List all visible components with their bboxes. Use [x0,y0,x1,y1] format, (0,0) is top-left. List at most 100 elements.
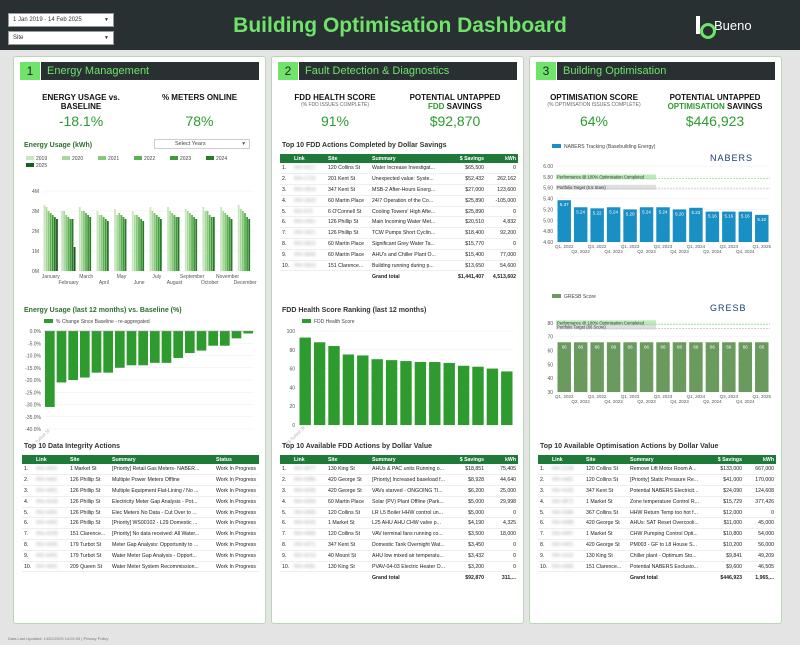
column-header[interactable]: Summary [370,154,448,163]
table-row[interactable]: 2. INV-1722 201 Kent St Unexpected value: S… [280,173,518,186]
table-row[interactable]: 6. INV-4388 420 George St AHUs: SAT Reset O… [538,517,776,530]
column-header[interactable]: Status [214,455,259,464]
table-row[interactable]: 5. INV-4491 126 Phillip St Elec Meters No D… [22,507,259,519]
row-link[interactable]: INV-2461 [292,216,326,229]
table-row[interactable]: 9. INV-3846 60 Martin Place AHU's and Chill… [280,249,518,261]
table-row[interactable]: 10. INV-4081 130 King St PVAV-04-03 Electri… [280,561,518,573]
table-row[interactable]: 7. INV-4497 1 Market St CHW Pumping Control… [538,528,776,541]
table-row[interactable]: 1. INV-4491 1 Market St [Priority] Retail G… [22,464,259,476]
column-header[interactable] [538,455,550,464]
table-row[interactable]: 4. INV-1820 60 Martin Place 24/7 Operation … [280,195,518,207]
row-link[interactable]: INV-4481 [550,474,584,487]
column-header[interactable]: Site [326,154,370,163]
row-link[interactable]: INV-4495 [34,539,68,551]
table-row[interactable]: 7. INV-1821 126 Phillip St TCW Pumps Short … [280,227,518,240]
table-row[interactable]: 8. INV-4495 179 Turbot St Meter Gap Analysi… [22,539,259,551]
row-link[interactable]: INV-3872 [550,496,584,508]
table-row[interactable]: 2. INV-4481 120 Collins St [Priority] Stati… [538,474,776,487]
row-link[interactable]: INV-4228 [34,528,68,541]
table-row[interactable]: 5. INV-670 6 O'Connell St Cooling Towers' H… [280,206,518,218]
table-row[interactable]: 8. INV-4371 347 Kent St Domestic Tank Overn… [280,539,518,551]
column-header[interactable] [280,154,292,163]
column-header[interactable]: $ Savings [448,154,486,163]
row-link[interactable]: INV-4394 [292,496,326,508]
table-row[interactable]: 10. INV-4491 209 Queen St Water Meter Syste… [22,561,259,573]
table-row[interactable]: 1. INV-4217 120 Collins St Water Increase I… [280,163,518,175]
table-row[interactable]: 1. INV-4077 130 King St AHUs & PAC units Ru… [280,464,518,476]
row-link[interactable]: INV-3846 [292,249,326,261]
row-link[interactable]: INV-4491 [34,474,68,487]
row-link[interactable]: INV-4102 [550,550,584,562]
table-row[interactable]: 3. INV-2814 347 Kent St MSB-2 After-Hours E… [280,184,518,196]
table-row[interactable]: 1. INV-2198 120 Collins St Remove Lift Moto… [538,464,776,476]
row-link[interactable]: INV-4213 [292,550,326,562]
table-row[interactable]: 4. INV-3872 1 Market St Zone temperature Co… [538,496,776,508]
table-row[interactable]: 6. INV-2461 126 Phillip St Main Incoming Wa… [280,216,518,229]
row-link[interactable]: INV-4491 [34,485,68,497]
column-header[interactable]: $ Savings [448,455,486,464]
table-row[interactable]: 9. INV-4102 130 King St Chiller plant - Opt… [538,550,776,562]
row-link[interactable]: INV-3995 [292,507,326,519]
column-header[interactable]: Summary [370,455,448,464]
column-header[interactable]: Site [68,455,110,464]
column-header[interactable]: kWh [486,154,518,163]
row-link[interactable]: INV-4401 [550,539,584,551]
row-link[interactable]: INV-4388 [550,517,584,530]
row-link[interactable]: INV-2198 [550,464,584,476]
table-row[interactable]: 3. INV-4182 347 Kent St Potential NABERS El… [538,485,776,497]
table-row[interactable]: 9. INV-4491 179 Turbot St Water Meter Gap A… [22,550,259,562]
table-row[interactable]: 4. INV-4158 126 Phillip St Electricity Mete… [22,496,259,508]
table-row[interactable]: 4. INV-4394 60 Martin Place Solar (PV) Plan… [280,496,518,508]
table-row[interactable]: 8. INV-4401 420 George St PM003 - GF to L8 … [538,539,776,551]
row-link[interactable]: INV-4217 [292,163,326,175]
row-link[interactable]: INV-1722 [292,173,326,186]
column-header[interactable] [280,455,292,464]
column-header[interactable]: Summary [628,455,706,464]
column-header[interactable]: Link [550,455,584,464]
table-row[interactable]: 7. INV-4228 151 Clarence... [Priority] No d… [22,528,259,541]
row-link[interactable]: INV-4491 [34,550,68,562]
table-row[interactable]: 10. INV-4485 151 Clarence... Potential NABE… [538,561,776,573]
table-row[interactable]: 6. INV-4492 126 Phillip St [Priority] WS001… [22,517,259,530]
row-link[interactable]: INV-2586 [550,507,584,519]
row-link[interactable]: INV-4492 [34,517,68,530]
table-row[interactable]: 2. INV-4491 126 Phillip St Multiple Power M… [22,474,259,487]
column-header[interactable]: Site [584,455,628,464]
row-link[interactable]: INV-670 [292,206,326,218]
row-link[interactable]: INV-4295 [292,485,326,497]
site-filter[interactable]: Site ▼ [8,31,114,45]
table-row[interactable]: 10. INV-2823 151 Clarence... Building runni… [280,260,518,272]
row-link[interactable]: INV-4158 [34,496,68,508]
row-link[interactable]: INV-4497 [550,528,584,541]
table-row[interactable]: 7. INV-4480 120 Collins St VAV terminal fan… [280,528,518,541]
table-row[interactable]: 3. INV-4295 420 George St VAVs starved - ON… [280,485,518,497]
row-link[interactable]: INV-4371 [292,539,326,551]
column-header[interactable]: $ Savings [706,455,744,464]
table-row[interactable]: 3. INV-4491 126 Phillip St Multiple Equipme… [22,485,259,497]
date-range-filter[interactable]: 1 Jan 2019 - 14 Feb 2025 ▼ [8,13,114,27]
row-link[interactable]: INV-4385 [292,474,326,487]
table-row[interactable]: 9. INV-4213 40 Mount St AHU low mixed air t… [280,550,518,562]
row-link[interactable]: INV-1821 [292,227,326,240]
table-row[interactable]: 5. INV-3995 120 Collins St LR L5 Boiler HHW… [280,507,518,519]
row-link[interactable]: INV-2822 [292,238,326,250]
row-link[interactable]: INV-2823 [292,260,326,272]
table-row[interactable]: 8. INV-2822 60 Martin Place Significant Gre… [280,238,518,250]
column-header[interactable]: Site [326,455,370,464]
row-link[interactable]: INV-2814 [292,184,326,196]
row-link[interactable]: INV-4242 [292,517,326,530]
column-header[interactable]: Link [34,455,68,464]
column-header[interactable]: Summary [110,455,214,464]
row-link[interactable]: INV-4077 [292,464,326,476]
table-row[interactable]: 5. INV-2586 367 Collins St HHW Return Temp … [538,507,776,519]
row-link[interactable]: INV-1820 [292,195,326,207]
row-link[interactable]: INV-4182 [550,485,584,497]
table-row[interactable]: 2. INV-4385 420 George St [Priority] Increa… [280,474,518,487]
column-header[interactable]: Link [292,455,326,464]
select-years-dropdown[interactable]: Select Years ▾ [154,139,250,149]
column-header[interactable]: Link [292,154,326,163]
row-link[interactable]: INV-4485 [550,561,584,573]
row-link[interactable]: INV-4491 [34,507,68,519]
row-link[interactable]: INV-4081 [292,561,326,573]
table-row[interactable]: 6. INV-4242 1 Market St L25 AHU AHU CHW val… [280,517,518,530]
